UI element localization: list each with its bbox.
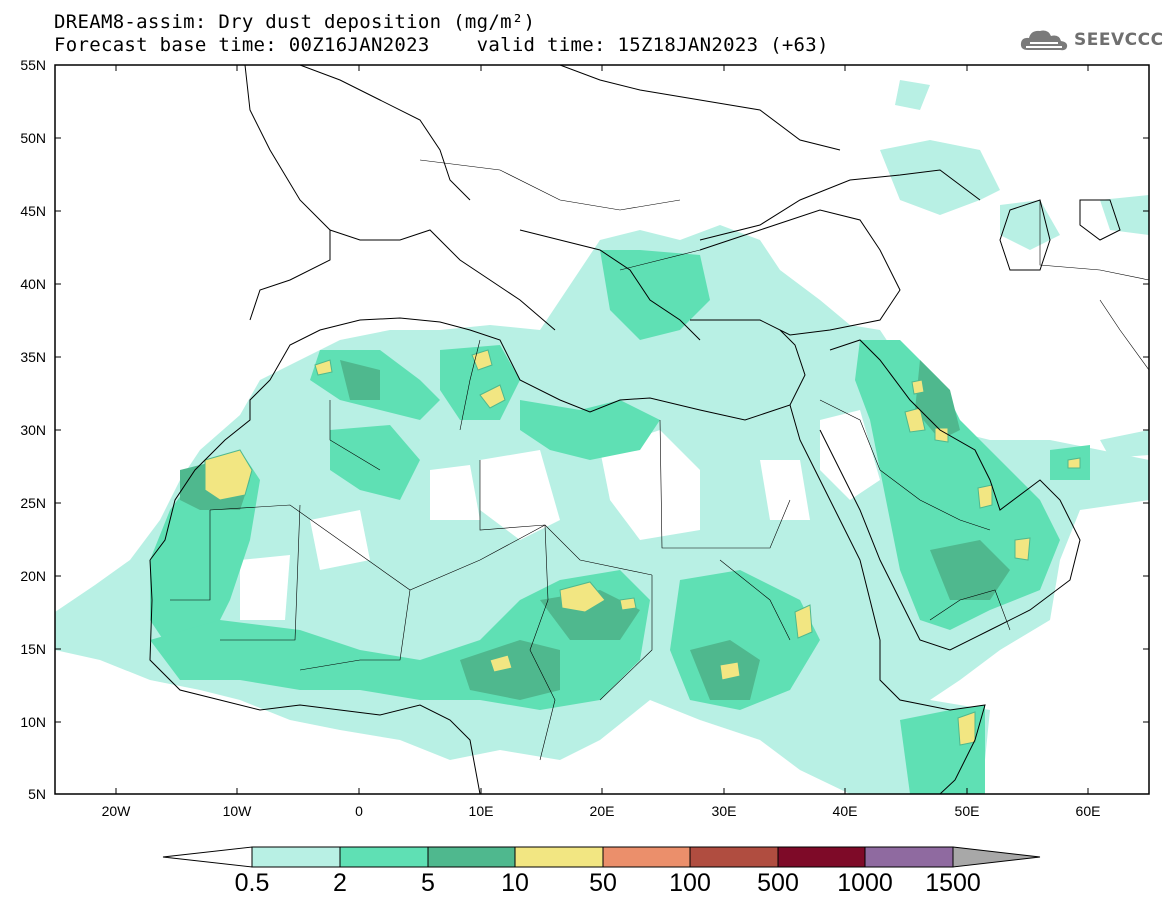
lat-label: 40N bbox=[20, 276, 46, 292]
lon-label: 20W bbox=[101, 803, 131, 819]
lon-label: 10E bbox=[468, 803, 494, 819]
colorbar-bin bbox=[864, 846, 954, 868]
colorbar-bin bbox=[427, 846, 516, 868]
forecast-time-subtitle: Forecast base time: 00Z16JAN2023 valid t… bbox=[54, 34, 829, 56]
colorbar-label: 100 bbox=[669, 869, 711, 897]
lat-label: 10N bbox=[20, 714, 46, 730]
colorbar-bin bbox=[689, 846, 779, 868]
logo-text: SEEVCCC bbox=[1074, 30, 1164, 50]
colorbar-label: 1000 bbox=[837, 869, 893, 897]
lat-label: 25N bbox=[20, 495, 46, 511]
colorbar-label: 10 bbox=[501, 869, 529, 897]
lat-label: 55N bbox=[20, 57, 46, 73]
lat-label: 50N bbox=[20, 130, 46, 146]
colorbar-label: 500 bbox=[757, 869, 799, 897]
lon-label: 50E bbox=[954, 803, 980, 819]
lon-label: 20E bbox=[589, 803, 615, 819]
axis-ticks bbox=[55, 64, 1149, 794]
map-title: DREAM8-assim: Dry dust deposition (mg/m²… bbox=[54, 11, 536, 33]
lon-label: 30E bbox=[711, 803, 737, 819]
lat-label: 15N bbox=[20, 641, 46, 657]
lon-label: 10W bbox=[222, 803, 252, 819]
lat-label: 45N bbox=[20, 203, 46, 219]
colorbar-bin bbox=[602, 846, 691, 868]
colorbar-upper-arrow bbox=[952, 846, 1041, 868]
lat-label: 5N bbox=[28, 786, 46, 802]
colorbar-label: 2 bbox=[333, 869, 347, 897]
lon-label: 40E bbox=[832, 803, 858, 819]
colorbar bbox=[162, 846, 1041, 868]
cloud-icon bbox=[1020, 30, 1068, 51]
lon-label: 0 bbox=[355, 803, 363, 819]
colorbar-label: 1500 bbox=[925, 869, 981, 897]
colorbar-label: 5 bbox=[421, 869, 435, 897]
colorbar-label: 50 bbox=[589, 869, 617, 897]
colorbar-lower-arrow bbox=[162, 846, 253, 868]
colorbar-bin bbox=[251, 846, 341, 868]
country-borders bbox=[170, 159, 1149, 761]
lat-label: 35N bbox=[20, 349, 46, 365]
lat-label: 20N bbox=[20, 568, 46, 584]
colorbar-label: 0.5 bbox=[234, 869, 270, 897]
no-deposition-gaps bbox=[240, 410, 880, 620]
colorbar-bin bbox=[777, 846, 866, 868]
colorbar-bin bbox=[339, 846, 429, 868]
dust-level-10-regions bbox=[204, 349, 1081, 746]
colorbar-bin bbox=[514, 846, 604, 868]
lon-label: 60E bbox=[1075, 803, 1101, 819]
lat-label: 30N bbox=[20, 422, 46, 438]
seevccc-logo: SEEVCCC bbox=[1018, 25, 1164, 55]
coastlines bbox=[149, 65, 1121, 794]
